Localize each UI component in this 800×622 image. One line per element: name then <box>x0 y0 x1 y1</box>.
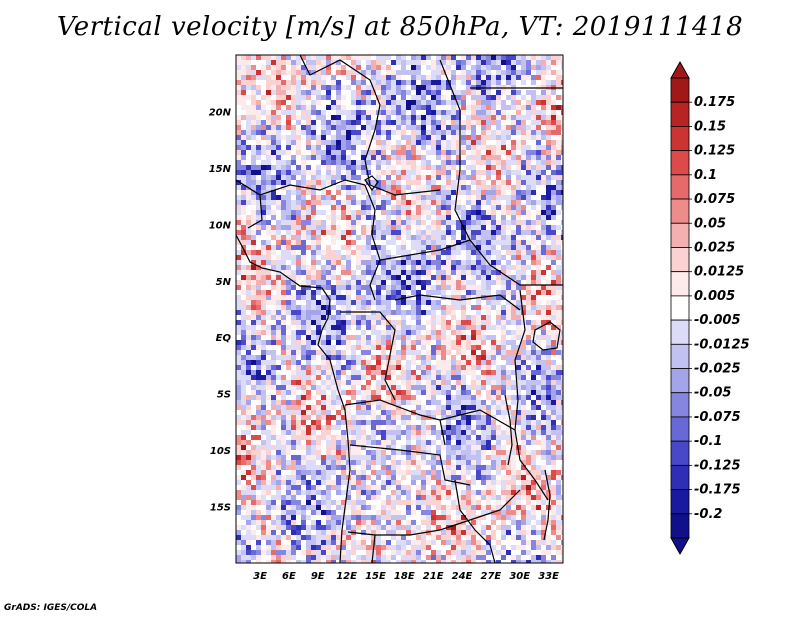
colorbar-swatch <box>671 344 689 368</box>
colorbar-swatch <box>671 320 689 344</box>
colorbar-label: -0.125 <box>694 458 741 473</box>
colorbar-label: -0.05 <box>694 386 731 401</box>
colorbar-label: -0.2 <box>694 507 722 522</box>
colorbar-swatch <box>671 296 689 320</box>
lat-tick-label: 15S <box>210 503 231 514</box>
colorbar-label: 0.075 <box>694 192 735 207</box>
colorbar-swatch <box>671 417 689 441</box>
colorbar-swatch <box>671 393 689 417</box>
colorbar-label: 0.025 <box>694 240 735 255</box>
colorbar-swatch <box>671 151 689 175</box>
lat-tick-label: 5S <box>217 390 231 401</box>
latitude-axis: 20N 15N 10N 5N EQ 5S 10S 15S <box>209 107 232 513</box>
colorbar: 0.175 0.15 0.125 0.1 0.075 0.05 0.025 0.0125 0.0… <box>671 62 750 554</box>
colorbar-label: -0.1 <box>694 434 722 449</box>
lon-tick-label: 9E <box>311 571 325 582</box>
colorbar-swatch <box>671 490 689 514</box>
colorbar-swatch <box>671 247 689 271</box>
colorbar-label: -0.025 <box>694 362 741 377</box>
lon-tick-label: 15E <box>365 571 386 582</box>
lon-tick-label: 21E <box>423 571 444 582</box>
longitude-axis: 3E 6E 9E 12E 15E 18E 21E 24E 27E 30E 33E <box>253 571 559 582</box>
lon-tick-label: 6E <box>282 571 296 582</box>
colorbar-swatch <box>671 369 689 393</box>
colorbar-label: 0.0125 <box>694 265 744 280</box>
colorbar-label: -0.075 <box>694 410 741 425</box>
colorbar-bottom-cap <box>671 538 689 554</box>
colorbar-label: 0.175 <box>694 95 735 110</box>
colorbar-label: 0.05 <box>694 216 726 231</box>
lon-tick-label: 18E <box>394 571 415 582</box>
colorbar-swatch <box>671 441 689 465</box>
lon-tick-label: 30E <box>509 571 530 582</box>
lat-tick-label: 20N <box>209 107 232 118</box>
colorbar-label: -0.0125 <box>694 337 750 352</box>
colorbar-swatch <box>671 223 689 247</box>
lon-tick-label: 24E <box>452 571 473 582</box>
lat-tick-label: 5N <box>216 277 232 288</box>
lat-tick-label: 15N <box>209 164 232 175</box>
colorbar-label: 0.005 <box>694 289 735 304</box>
lat-tick-label: 10N <box>209 220 232 231</box>
colorbar-swatch <box>671 199 689 223</box>
lat-tick-label: 10S <box>210 446 231 457</box>
colorbar-label: -0.005 <box>694 313 741 328</box>
lon-tick-label: 12E <box>336 571 357 582</box>
colorbar-swatch <box>671 514 689 538</box>
colorbar-label: -0.175 <box>694 483 741 498</box>
vertical-velocity-field <box>236 55 566 565</box>
grads-credit: GrADS: IGES/COLA <box>4 603 97 613</box>
colorbar-swatch <box>671 78 689 102</box>
colorbar-swatch <box>671 102 689 126</box>
colorbar-swatch <box>671 175 689 199</box>
colorbar-label: 0.125 <box>694 144 735 159</box>
colorbar-swatch <box>671 272 689 296</box>
colorbar-top-cap <box>671 62 689 78</box>
lon-tick-label: 27E <box>480 571 501 582</box>
colorbar-swatch <box>671 465 689 489</box>
lat-tick-label: EQ <box>216 333 232 344</box>
lon-tick-label: 3E <box>253 571 267 582</box>
colorbar-label: 0.15 <box>694 119 726 134</box>
colorbar-swatch <box>671 126 689 150</box>
lon-tick-label: 33E <box>538 571 559 582</box>
colorbar-label: 0.1 <box>694 168 717 183</box>
